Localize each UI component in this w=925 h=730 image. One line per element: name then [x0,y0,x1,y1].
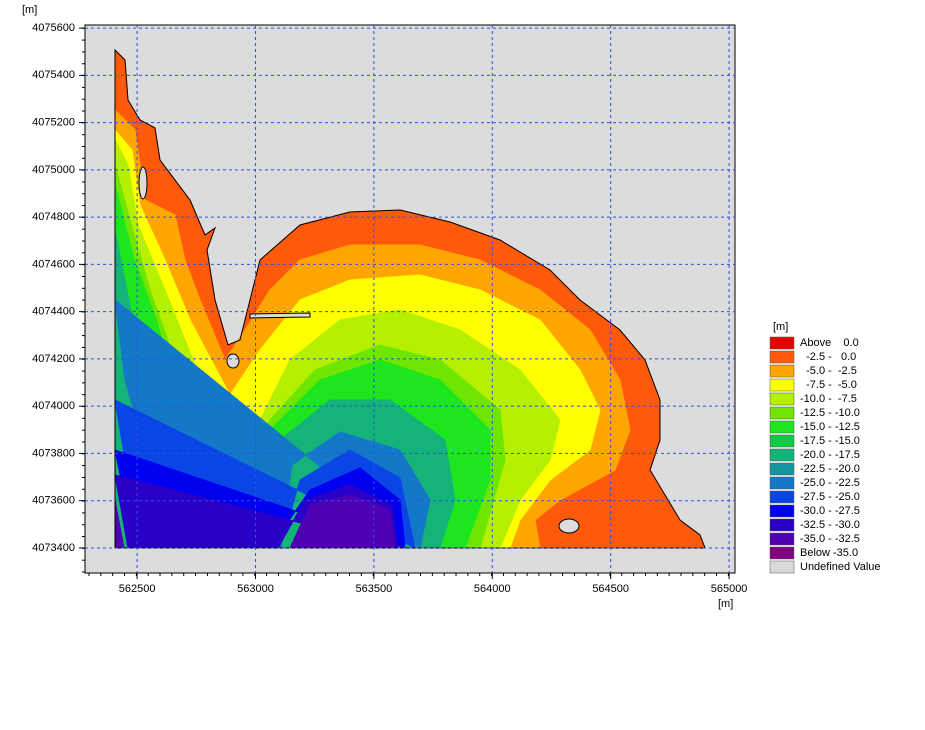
legend-swatch [769,420,795,434]
x-tick-label: 563500 [356,583,393,595]
legend-swatch [769,448,795,462]
legend-swatch [769,504,795,518]
legend-swatch [769,462,795,476]
legend-label: -5.0 - -2.5 [800,365,857,377]
y-tick-label: 4073600 [32,495,75,507]
legend-swatch [769,378,795,392]
legend-label: Above 0.0 [800,337,859,349]
y-tick-label: 4074200 [32,353,75,365]
plot-frame [84,24,736,574]
y-tick-label: 4074000 [32,400,75,412]
legend-swatch [769,434,795,448]
y-tick-label: 4073400 [32,542,75,554]
legend-label: -27.5 - -25.0 [800,491,860,503]
x-tick-label: 565000 [711,583,748,595]
legend-label: Undefined Value [800,561,881,573]
legend-swatch [769,336,795,350]
legend-label: -35.0 - -32.5 [800,533,860,545]
legend-label: -22.5 - -20.0 [800,463,860,475]
legend-swatch [769,546,795,560]
y-tick-label: 4075200 [32,117,75,129]
legend-swatch [769,518,795,532]
legend-swatch [769,364,795,378]
legend-swatch [769,476,795,490]
legend-label: -25.0 - -22.5 [800,477,860,489]
legend-swatch [769,406,795,420]
y-tick-label: 4075000 [32,164,75,176]
breakwater [249,312,311,319]
legend-swatch [769,490,795,504]
island [226,353,240,369]
island [138,166,148,200]
legend-label: -7.5 - -5.0 [800,379,857,391]
x-tick-label: 564500 [592,583,629,595]
legend-label: -12.5 - -10.0 [800,407,860,419]
legend-swatch [769,560,795,574]
y-axis-unit: [m] [22,4,37,16]
legend-label: -15.0 - -12.5 [800,421,860,433]
legend-label: -17.5 - -15.0 [800,435,860,447]
legend-label: -30.0 - -27.5 [800,505,860,517]
y-tick-label: 4075400 [32,69,75,81]
legend-label: -2.5 - 0.0 [800,351,856,363]
x-axis-unit: [m] [718,598,733,610]
y-tick-label: 4073800 [32,447,75,459]
coastline [114,48,706,549]
x-tick-label: 564000 [474,583,511,595]
x-tick-label: 563000 [237,583,274,595]
legend-swatch [769,532,795,546]
island [558,518,580,534]
legend-label: Below -35.0 [800,547,858,559]
y-tick-label: 4075600 [32,22,75,34]
legend-label: -10.0 - -7.5 [800,393,857,405]
legend-swatch [769,392,795,406]
legend-title: [m] [773,321,788,333]
legend-swatch [769,350,795,364]
y-tick-label: 4074400 [32,306,75,318]
legend-label: -32.5 - -30.0 [800,519,860,531]
legend-label: -20.0 - -17.5 [800,449,860,461]
y-tick-label: 4074600 [32,258,75,270]
y-tick-label: 4074800 [32,211,75,223]
x-tick-label: 562500 [119,583,156,595]
